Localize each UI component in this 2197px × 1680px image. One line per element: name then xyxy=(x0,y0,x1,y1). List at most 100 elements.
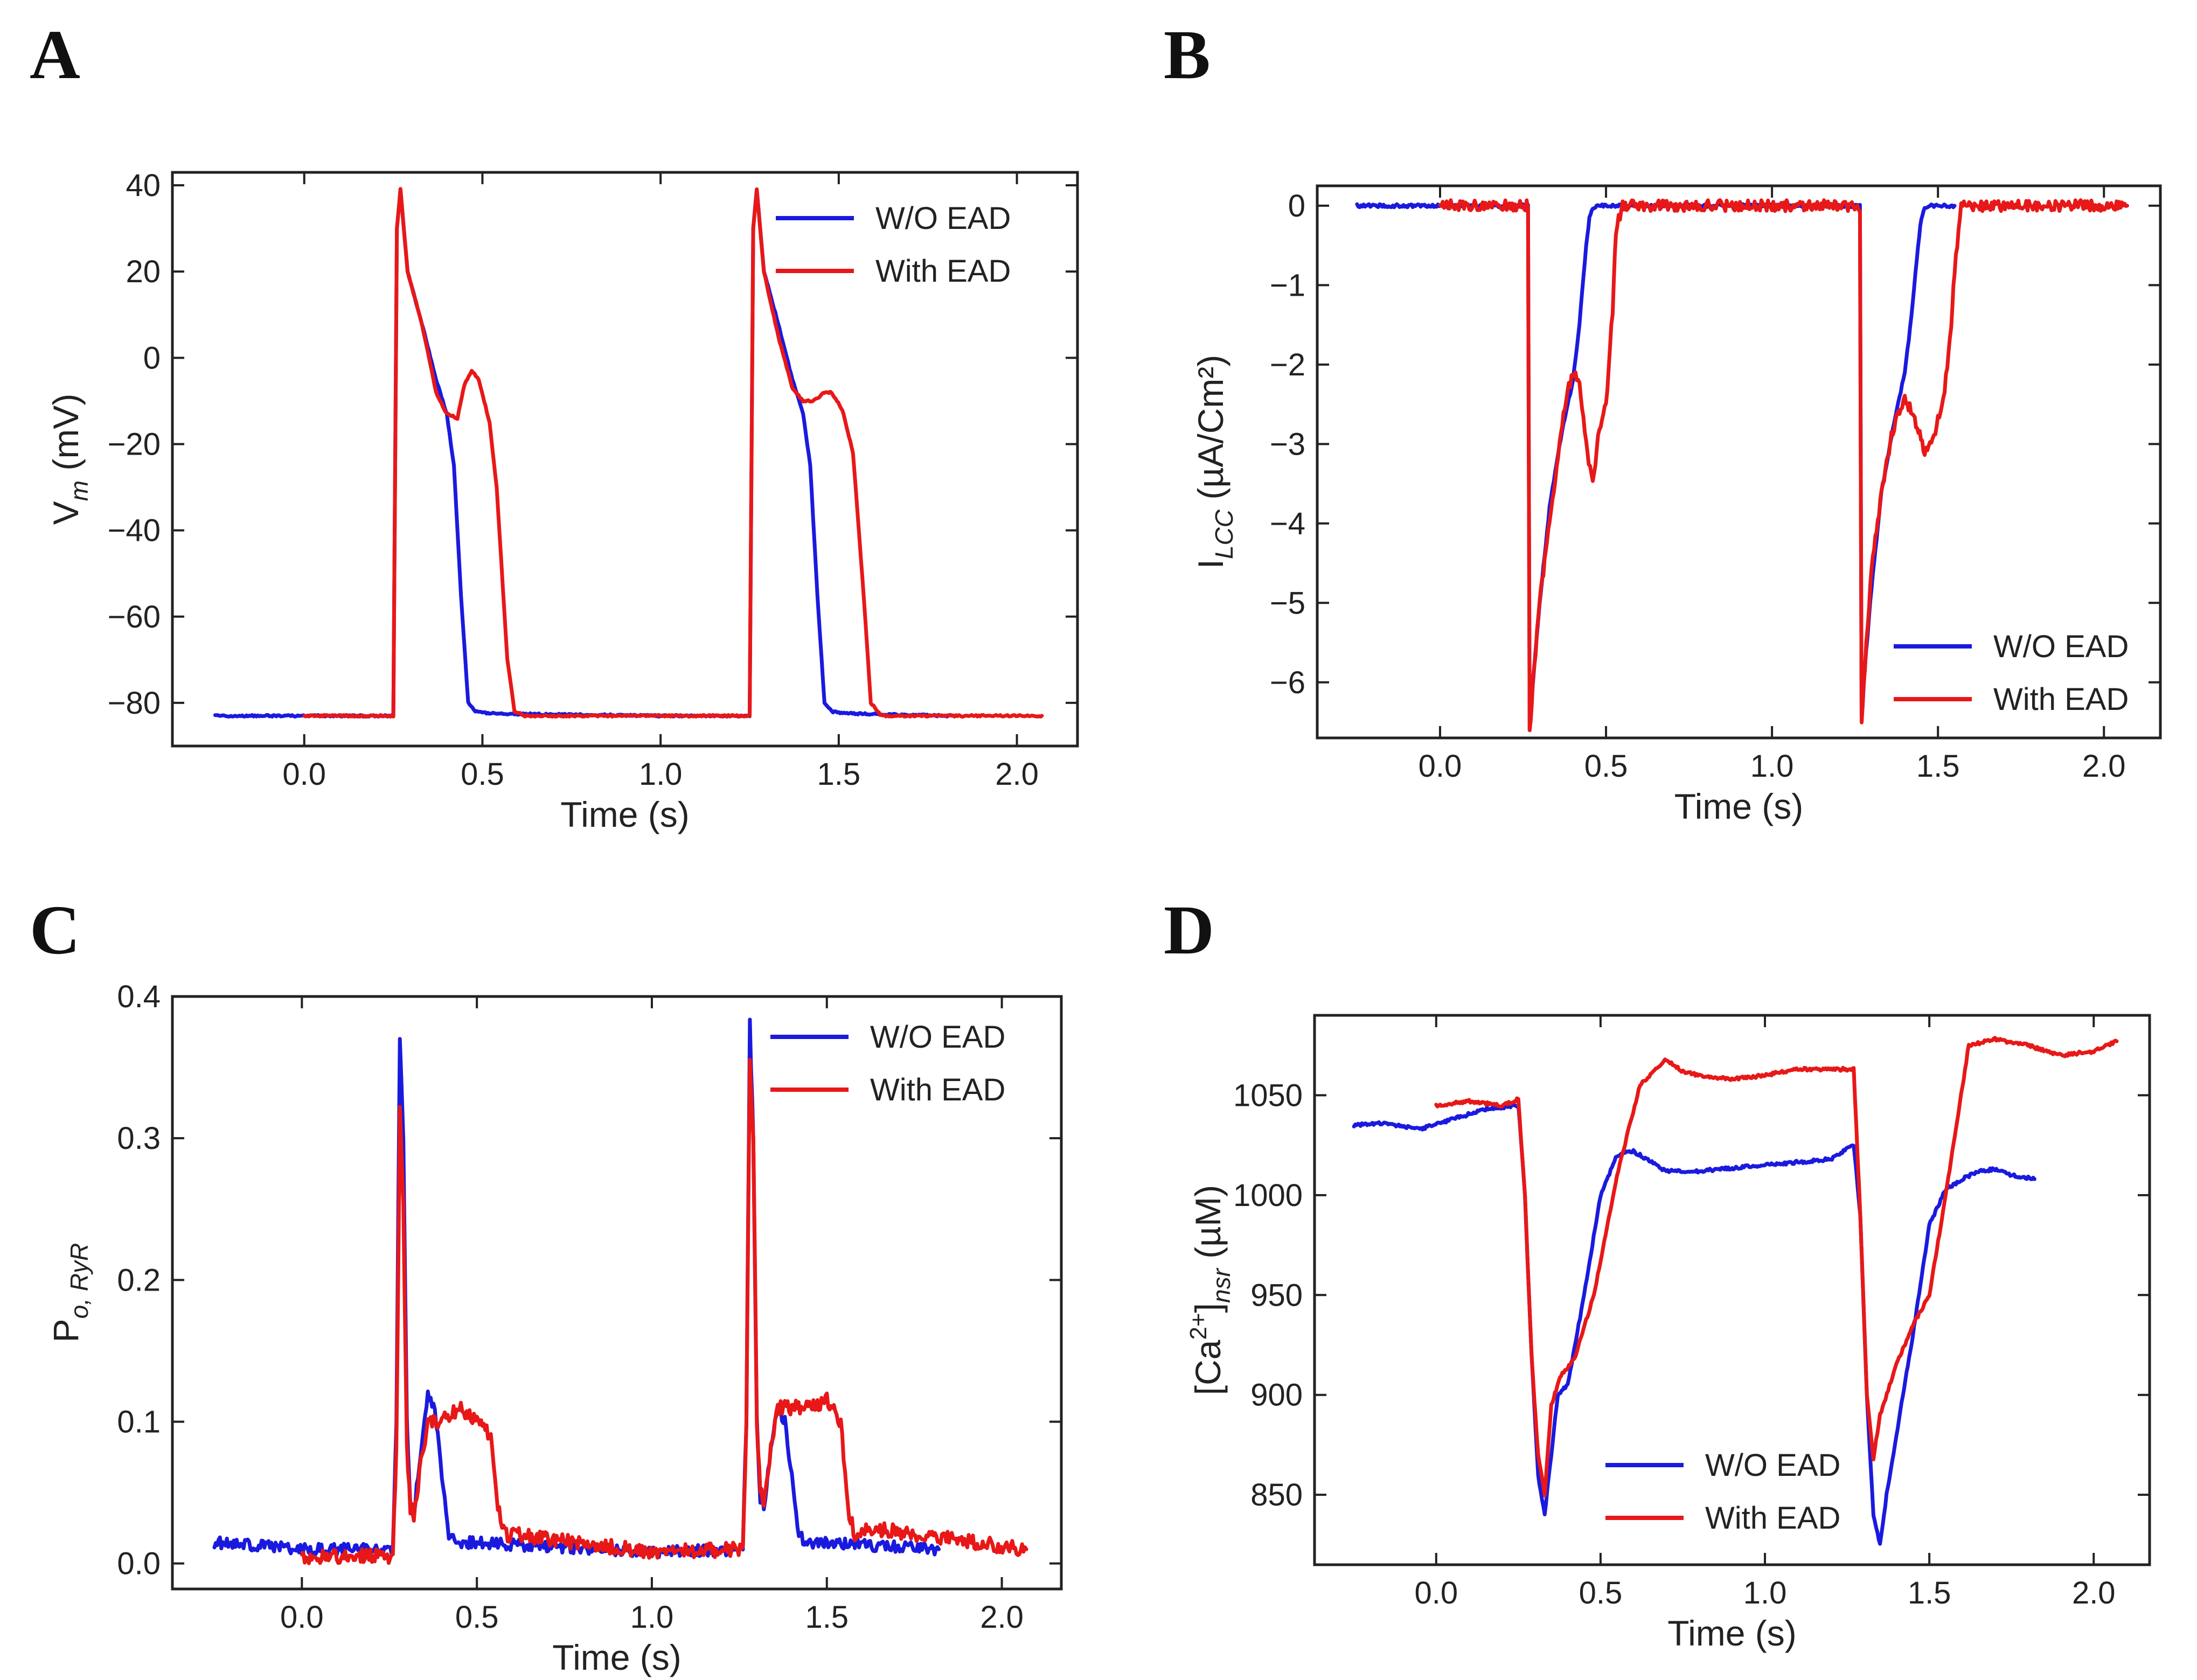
series-line-w-o-ead xyxy=(1352,1103,2036,1546)
plot-frame xyxy=(171,995,1063,1591)
x-tick-label: 0.0 xyxy=(282,757,326,792)
y-axis-label-sup: 2+ xyxy=(1185,1313,1212,1340)
y-axis-label-main: P xyxy=(46,1319,86,1342)
y-axis-label-main: I xyxy=(1191,559,1230,569)
x-tick-label: 0.5 xyxy=(1579,1576,1623,1611)
x-tick-label: 2.0 xyxy=(2072,1576,2116,1611)
x-tick-label: 1.5 xyxy=(1916,749,1960,784)
legend: W/O EAD With EAD xyxy=(770,1020,1005,1107)
y-tick-label: 0.1 xyxy=(117,1404,161,1439)
x-tick-label: 2.0 xyxy=(995,757,1039,792)
y-tick-label: −80 xyxy=(108,686,161,721)
y-axis-label-sub: nsr xyxy=(1207,1267,1235,1303)
plot-frame xyxy=(1313,1014,2151,1566)
panel-d: 0.0 0.5 1.0 1.5 2.0 850 900 950 1000 1050 Time (s)… xyxy=(1185,1014,2151,1653)
y-axis-label-main: [Ca xyxy=(1188,1340,1228,1395)
y-tick-label: 0.3 xyxy=(117,1121,161,1156)
legend-label: W/O EAD xyxy=(1993,629,2129,664)
x-tick-label: 0.0 xyxy=(1414,1576,1458,1611)
y-tick-label: −40 xyxy=(108,513,161,548)
legend-label: W/O EAD xyxy=(1705,1448,1840,1483)
x-tick-label: 2.0 xyxy=(2082,749,2126,784)
y-axis-label-sub: m xyxy=(65,480,93,501)
series-group xyxy=(1352,1036,2119,1546)
y-axis-label: Vm (mV) xyxy=(46,394,93,525)
series-line-w-o-ead xyxy=(212,1017,941,1559)
y-axis-label-bracket: ] xyxy=(1188,1303,1228,1313)
y-tick-label: −5 xyxy=(1270,585,1305,621)
y-tick-label: 40 xyxy=(126,168,161,203)
y-tick-label: −6 xyxy=(1270,665,1305,700)
series-line-with-ead xyxy=(1438,198,2129,733)
x-tick-label: 0.0 xyxy=(1419,749,1462,784)
plot-frame xyxy=(171,171,1079,748)
plot-frame xyxy=(1316,184,2162,740)
y-tick-label: −2 xyxy=(1270,347,1305,382)
series-group xyxy=(1355,198,2129,733)
x-tick-label: 1.0 xyxy=(1743,1576,1787,1611)
x-tick-label: 1.5 xyxy=(1908,1576,1951,1611)
series-group xyxy=(213,187,1044,719)
x-axis-label: Time (s) xyxy=(1674,786,1804,826)
y-tick-label: 850 xyxy=(1250,1477,1303,1512)
y-tick-label: 20 xyxy=(126,254,161,289)
legend-label: With EAD xyxy=(875,254,1011,289)
y-tick-label: 0 xyxy=(1288,189,1305,224)
legend: W/O EAD With EAD xyxy=(1605,1448,1840,1536)
x-tick-label: 1.0 xyxy=(1750,749,1794,784)
y-tick-label: 0.2 xyxy=(117,1263,161,1298)
y-axis-label-units: (mV) xyxy=(46,394,86,480)
y-axis-label: [Ca2+]nsr (µM) xyxy=(1185,1185,1235,1395)
panel-b: 0.0 0.5 1.0 1.5 2.0 −6 −5 −4 −3 −2 −1 0 Time (s) ILCC… xyxy=(1191,184,2162,826)
y-tick-label: 0.0 xyxy=(117,1546,161,1581)
y-tick-label: −60 xyxy=(108,599,161,635)
y-tick-label: −1 xyxy=(1270,268,1305,303)
x-tick-label: 0.5 xyxy=(461,757,504,792)
legend-label: With EAD xyxy=(1993,682,2129,717)
y-tick-label: −20 xyxy=(108,427,161,462)
legend-label: With EAD xyxy=(1705,1501,1840,1536)
x-tick-label: 2.0 xyxy=(980,1600,1024,1635)
x-axis-label: Time (s) xyxy=(560,794,690,834)
x-tick-label: 0.5 xyxy=(455,1600,499,1635)
panel-letter-c: C xyxy=(30,891,80,969)
y-tick-label: −3 xyxy=(1270,427,1305,462)
y-axis-label-sub: LCC xyxy=(1210,509,1238,559)
panel-a: 0.0 0.5 1.0 1.5 2.0 −80 −60 −40 −20 0 20 40 Time (s)… xyxy=(46,168,1079,834)
x-tick-label: 1.0 xyxy=(639,757,683,792)
y-tick-label: 900 xyxy=(1250,1378,1303,1413)
panel-letter-a: A xyxy=(30,16,80,94)
y-axis-label: ILCC (µA/Cm²) xyxy=(1191,355,1238,569)
x-tick-label: 0.5 xyxy=(1584,749,1628,784)
panel-letter-b: B xyxy=(1164,16,1211,94)
y-axis-label: Po, RyR xyxy=(46,1243,93,1343)
series-line-with-ead xyxy=(300,1057,1028,1565)
y-tick-label: 1050 xyxy=(1233,1078,1303,1113)
legend-label: With EAD xyxy=(870,1072,1005,1107)
legend: W/O EAD With EAD xyxy=(1894,629,2129,717)
y-axis-label-main: V xyxy=(46,501,86,525)
x-tick-label: 1.5 xyxy=(817,757,861,792)
x-tick-label: 0.0 xyxy=(280,1600,324,1635)
legend: W/O EAD With EAD xyxy=(776,201,1011,289)
series-line-with-ead xyxy=(1434,1036,2119,1497)
y-tick-label: 1000 xyxy=(1233,1178,1303,1213)
legend-label: W/O EAD xyxy=(875,201,1011,236)
x-axis-label: Time (s) xyxy=(1667,1613,1797,1653)
y-axis-label-units: (µA/Cm²) xyxy=(1191,355,1230,510)
x-axis-label: Time (s) xyxy=(552,1637,682,1677)
x-tick-label: 1.5 xyxy=(805,1600,849,1635)
y-axis-label-units: (µM) xyxy=(1188,1185,1228,1268)
panel-letter-d: D xyxy=(1164,891,1214,969)
series-line-w-o-ead xyxy=(213,187,955,719)
panel-c: 0.0 0.5 1.0 1.5 2.0 0.0 0.1 0.2 0.3 0.4 Time (s) Po… xyxy=(46,979,1063,1677)
series-line-with-ead xyxy=(302,187,1044,719)
legend-label: W/O EAD xyxy=(870,1020,1005,1055)
y-tick-label: 0 xyxy=(143,340,161,375)
y-tick-label: 0.4 xyxy=(117,979,161,1014)
y-axis-label-sub: o, RyR xyxy=(65,1243,93,1319)
y-tick-label: −4 xyxy=(1270,506,1305,541)
series-group xyxy=(212,1017,1028,1565)
y-tick-label: 950 xyxy=(1250,1278,1303,1313)
